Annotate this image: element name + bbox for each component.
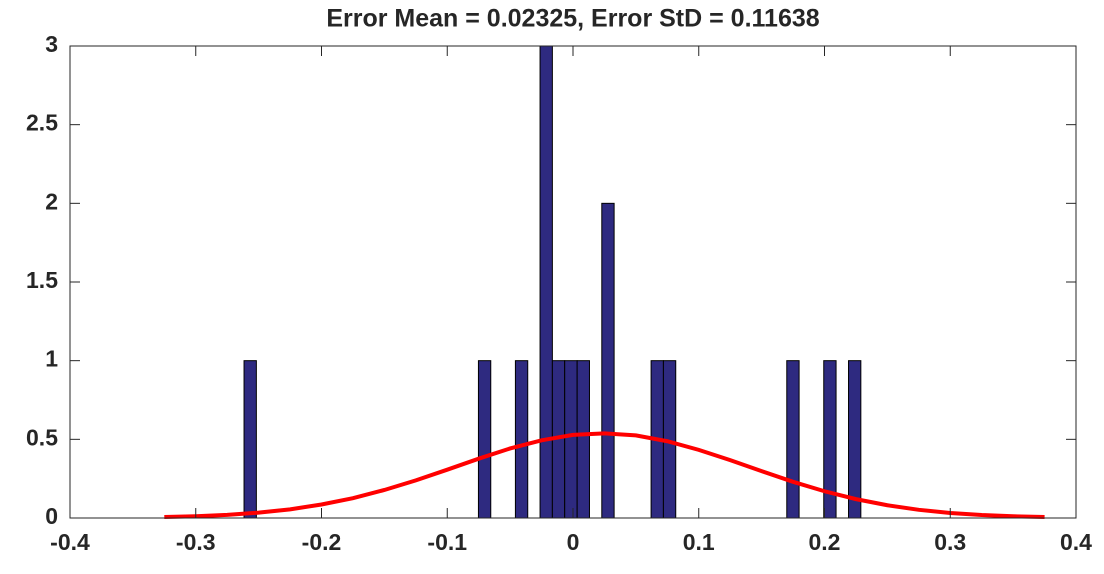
bar	[564, 360, 578, 519]
y-tick-label: 1	[45, 346, 58, 372]
y-tick-label: 1.5	[26, 267, 58, 293]
chart-title: Error Mean = 0.02325, Error StD = 0.1163…	[326, 5, 819, 33]
fit-curve	[164, 431, 1045, 520]
x-tick-label: -0.2	[302, 529, 342, 555]
bar	[576, 360, 590, 519]
bar	[786, 360, 800, 519]
y-tick-label: 3	[45, 31, 58, 57]
bar	[514, 360, 529, 519]
bar	[477, 360, 492, 519]
y-tick-label: 2	[45, 188, 58, 214]
x-tick-label: 0.4	[1060, 529, 1092, 555]
x-tick-label: -0.3	[176, 529, 216, 555]
bar	[243, 360, 257, 519]
bar	[601, 202, 615, 519]
y-tick-label: 0	[45, 503, 58, 529]
x-tick-label: -0.4	[50, 529, 90, 555]
y-tick-label: 0.5	[26, 424, 58, 450]
x-tick-label: 0.1	[683, 529, 715, 555]
x-tick-label: -0.1	[427, 529, 467, 555]
bar	[539, 45, 553, 519]
bar	[848, 360, 862, 519]
x-tick-label: 0.2	[809, 529, 841, 555]
y-tick-label: 2.5	[26, 110, 58, 136]
x-tick-label: 0	[567, 529, 580, 555]
x-tick-label: 0.3	[934, 529, 966, 555]
